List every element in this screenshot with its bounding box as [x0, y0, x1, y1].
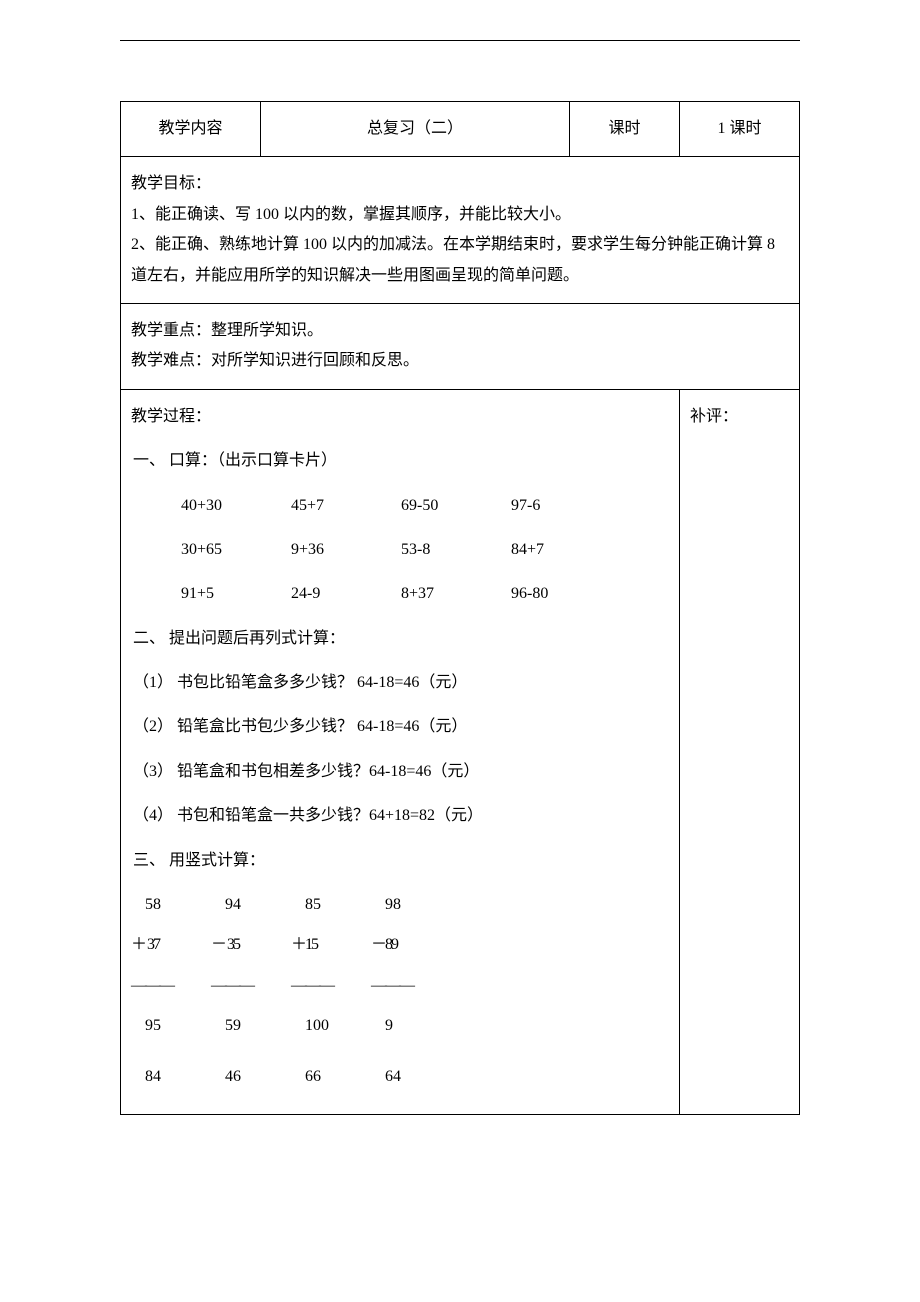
vertical-cell: 9 [385, 1011, 465, 1041]
objectives-line2: 2、能正确、熟练地计算 100 以内的加减法。在本学期结束时，要求学生每分钟能正… [131, 230, 789, 291]
mental-item: 84+7 [511, 535, 621, 565]
vertical-cell: ——— [131, 971, 211, 1001]
header-row: 教学内容 总复习（二） 课时 1 课时 [121, 102, 800, 157]
process-cell: 教学过程： 一、 口算：（出示口算卡片） 40+30 45+7 69-50 97… [121, 389, 680, 1114]
vertical-cell: － 35 [211, 930, 291, 960]
question-3: （3） 铅笔盒和书包相差多少钱？64-18=46（元） [133, 757, 669, 787]
vertical-cell: ＋15 [291, 930, 371, 960]
question-4: （4） 书包和铅笔盒一共多少钱？64+18=82（元） [133, 801, 669, 831]
mental-item: 40+30 [181, 491, 291, 521]
mental-item: 9+36 [291, 535, 401, 565]
vertical-res2: 84 46 66 64 [131, 1062, 669, 1092]
keypoints-row: 教学重点：整理所学知识。 教学难点：对所学知识进行回顾和反思。 [121, 303, 800, 389]
side-comments-label: 补评： [690, 402, 789, 432]
process-title: 教学过程： [131, 402, 669, 432]
vertical-cell: 46 [225, 1062, 305, 1092]
vertical-cell: 94 [225, 890, 305, 920]
section1-title: 一、 口算：（出示口算卡片） [133, 446, 669, 476]
vertical-res1: 95 59 100 9 [131, 1011, 669, 1041]
section2-title: 二、 提出问题后再列式计算： [133, 624, 669, 654]
header-period-label: 课时 [570, 102, 680, 157]
objectives-row: 教学目标： 1、能正确读、写 100 以内的数，掌握其顺序，并能比较大小。 2、… [121, 157, 800, 304]
vertical-op: ＋ 37 － 35 ＋15 －89 [131, 930, 669, 960]
mental-item: 69-50 [401, 491, 511, 521]
vertical-top: 58 94 85 98 [131, 890, 669, 920]
vertical-cell: 84 [145, 1062, 225, 1092]
keypoints-line1: 教学重点：整理所学知识。 [131, 316, 789, 346]
keypoints-cell: 教学重点：整理所学知识。 教学难点：对所学知识进行回顾和反思。 [121, 303, 800, 389]
vertical-cell: 95 [145, 1011, 225, 1041]
mental-item: 91+5 [181, 579, 291, 609]
mental-row-2: 30+65 9+36 53-8 84+7 [131, 535, 669, 565]
vertical-cell: 58 [145, 890, 225, 920]
side-comments-cell: 补评： [680, 389, 800, 1114]
vertical-cell: 98 [385, 890, 465, 920]
mental-item: 45+7 [291, 491, 401, 521]
process-row: 教学过程： 一、 口算：（出示口算卡片） 40+30 45+7 69-50 97… [121, 389, 800, 1114]
question-2: （2） 铅笔盒比书包少多少钱？ 64-18=46（元） [133, 712, 669, 742]
mental-row-1: 40+30 45+7 69-50 97-6 [131, 491, 669, 521]
vertical-cell: ——— [371, 971, 451, 1001]
header-topic-value: 总复习（二） [261, 102, 570, 157]
page-top-rule [120, 40, 800, 41]
question-1: （1） 书包比铅笔盒多多少钱？ 64-18=46（元） [133, 668, 669, 698]
objectives-cell: 教学目标： 1、能正确读、写 100 以内的数，掌握其顺序，并能比较大小。 2、… [121, 157, 800, 304]
mental-item: 96-80 [511, 579, 621, 609]
objectives-line1: 1、能正确读、写 100 以内的数，掌握其顺序，并能比较大小。 [131, 200, 789, 230]
mental-row-3: 91+5 24-9 8+37 96-80 [131, 579, 669, 609]
vertical-cell: 85 [305, 890, 385, 920]
mental-item: 30+65 [181, 535, 291, 565]
mental-item: 97-6 [511, 491, 621, 521]
mental-item: 24-9 [291, 579, 401, 609]
vertical-cell: ——— [211, 971, 291, 1001]
header-topic-label: 教学内容 [121, 102, 261, 157]
vertical-cell: 59 [225, 1011, 305, 1041]
vertical-rule: ——— ——— ——— ——— [131, 971, 669, 1001]
vertical-cell: ＋ 37 [131, 930, 211, 960]
mental-item: 53-8 [401, 535, 511, 565]
section3-title: 三、 用竖式计算： [133, 846, 669, 876]
objectives-title: 教学目标： [131, 169, 789, 199]
header-period-value: 1 课时 [680, 102, 800, 157]
vertical-cell: 100 [305, 1011, 385, 1041]
vertical-cell: ——— [291, 971, 371, 1001]
mental-item: 8+37 [401, 579, 511, 609]
keypoints-line2: 教学难点：对所学知识进行回顾和反思。 [131, 346, 789, 376]
vertical-cell: －89 [371, 930, 451, 960]
vertical-cell: 64 [385, 1062, 465, 1092]
lesson-plan-table: 教学内容 总复习（二） 课时 1 课时 教学目标： 1、能正确读、写 100 以… [120, 101, 800, 1115]
vertical-cell: 66 [305, 1062, 385, 1092]
